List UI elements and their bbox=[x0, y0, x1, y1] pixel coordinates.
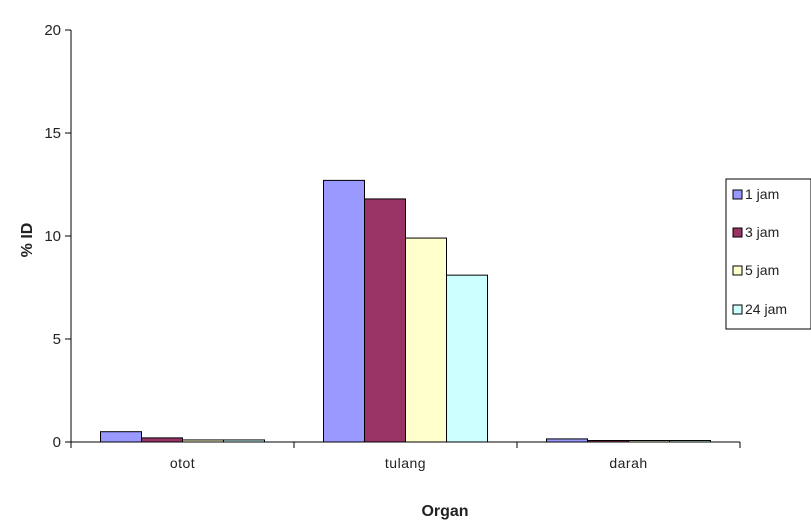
y-tick-label: 5 bbox=[53, 331, 61, 348]
y-ticks: 0 5 10 15 20 bbox=[44, 22, 71, 451]
legend-label: 3 jam bbox=[745, 224, 779, 240]
x-tick-label: darah bbox=[609, 455, 647, 471]
x-tick-label: otot bbox=[170, 455, 195, 471]
legend-swatch bbox=[732, 189, 743, 200]
y-axis-title: % ID bbox=[19, 223, 36, 258]
y-tick-label: 10 bbox=[44, 228, 61, 245]
y-tick-label: 15 bbox=[44, 125, 61, 142]
x-tick-label: tulang bbox=[385, 455, 426, 471]
y-tick-label: 20 bbox=[44, 22, 61, 39]
bar-tulang-5-jam bbox=[405, 237, 447, 443]
bar-tulang-3-jam bbox=[364, 198, 406, 443]
legend-label: 24 jam bbox=[745, 301, 787, 317]
legend: 1 jam 3 jam 5 jam 24 jam bbox=[725, 178, 811, 330]
x-ticks: otot tulang darah bbox=[70, 442, 741, 471]
bar-otot-3-jam bbox=[141, 437, 183, 443]
legend-swatch bbox=[732, 265, 743, 276]
y-tick-label: 0 bbox=[53, 434, 61, 451]
bar-otot-1-jam bbox=[100, 431, 142, 443]
legend-label: 5 jam bbox=[745, 262, 779, 278]
bars-group bbox=[100, 179, 711, 443]
legend-swatch bbox=[732, 227, 743, 238]
x-axis-title: Organ bbox=[421, 503, 468, 520]
bar-tulang-1-jam bbox=[323, 179, 365, 443]
bar-tulang-24-jam bbox=[446, 274, 488, 443]
legend-box bbox=[725, 178, 811, 330]
legend-swatch bbox=[732, 304, 743, 315]
legend-label: 1 jam bbox=[745, 186, 779, 202]
